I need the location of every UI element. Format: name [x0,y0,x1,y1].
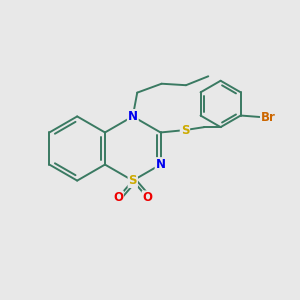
Text: S: S [128,174,137,187]
Text: N: N [128,110,138,123]
Text: O: O [113,191,123,204]
Text: O: O [142,191,153,204]
Text: S: S [181,124,189,136]
Text: Br: Br [261,110,276,124]
Text: N: N [156,158,166,171]
